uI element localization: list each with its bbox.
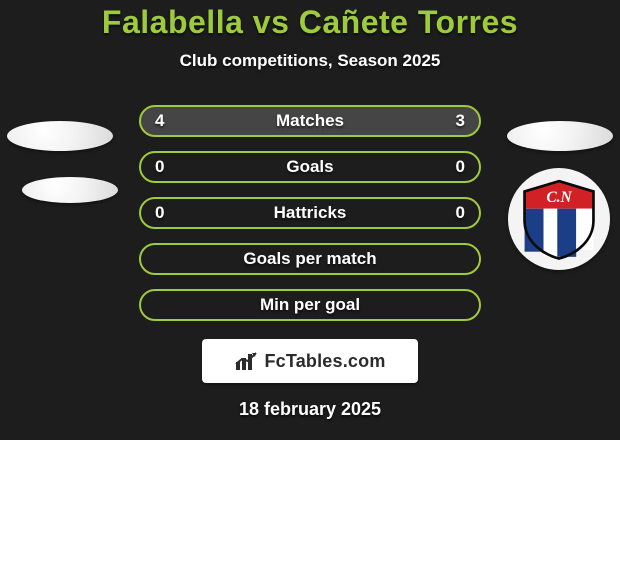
shield-monogram: C.N — [546, 189, 572, 206]
player2-club-badge: C.N — [508, 168, 610, 270]
stat-label: Min per goal — [260, 295, 360, 315]
player1-photo-placeholder — [7, 121, 113, 151]
stat-value-left: 4 — [155, 111, 164, 131]
stat-label: Goals — [286, 157, 333, 177]
brand-box[interactable]: FcTables.com — [202, 339, 418, 383]
stat-row: Min per goal — [139, 289, 481, 321]
comparison-card: Falabella vs Cañete Torres Club competit… — [0, 0, 620, 440]
stat-value-right: 0 — [456, 157, 465, 177]
stat-row: 0 Goals 0 — [139, 151, 481, 183]
stat-value-left: 0 — [155, 203, 164, 223]
date-stamp: 18 february 2025 — [0, 399, 620, 420]
shield-stripe-blue-2 — [557, 209, 576, 257]
stat-value-right: 3 — [456, 111, 465, 131]
subtitle: Club competitions, Season 2025 — [0, 51, 620, 71]
stat-label: Hattricks — [274, 203, 347, 223]
brand-text: FcTables.com — [264, 351, 385, 372]
player2-photo-placeholder — [507, 121, 613, 151]
bars-icon — [234, 350, 260, 372]
stat-row: 0 Hattricks 0 — [139, 197, 481, 229]
stat-label: Goals per match — [243, 249, 376, 269]
stat-label: Matches — [276, 111, 344, 131]
stat-row: 4 Matches 3 — [139, 105, 481, 137]
shield-stripe-white-1 — [544, 209, 558, 257]
shield-icon: C.N — [516, 176, 602, 262]
page-title: Falabella vs Cañete Torres — [0, 4, 620, 41]
player1-club-placeholder — [22, 177, 118, 203]
stat-value-right: 0 — [456, 203, 465, 223]
stat-value-left: 0 — [155, 157, 164, 177]
stat-row: Goals per match — [139, 243, 481, 275]
